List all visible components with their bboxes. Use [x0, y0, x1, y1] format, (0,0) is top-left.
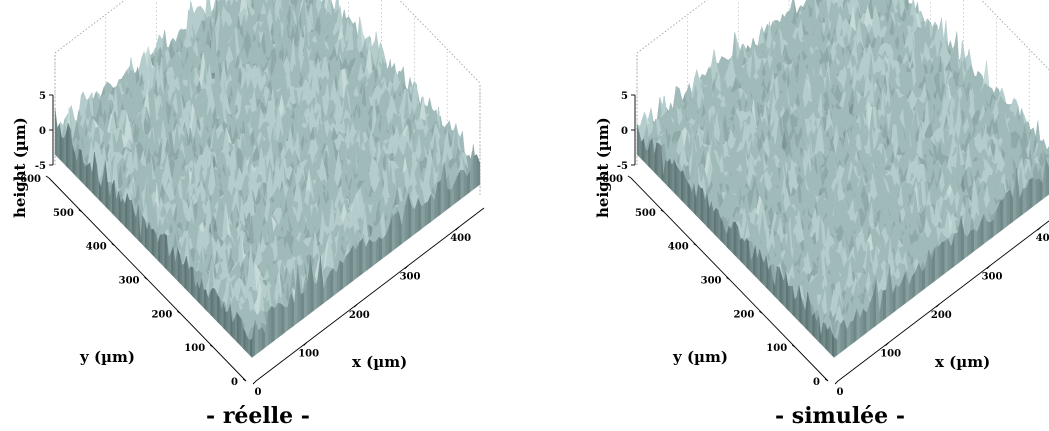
height-surface [54, 0, 481, 358]
